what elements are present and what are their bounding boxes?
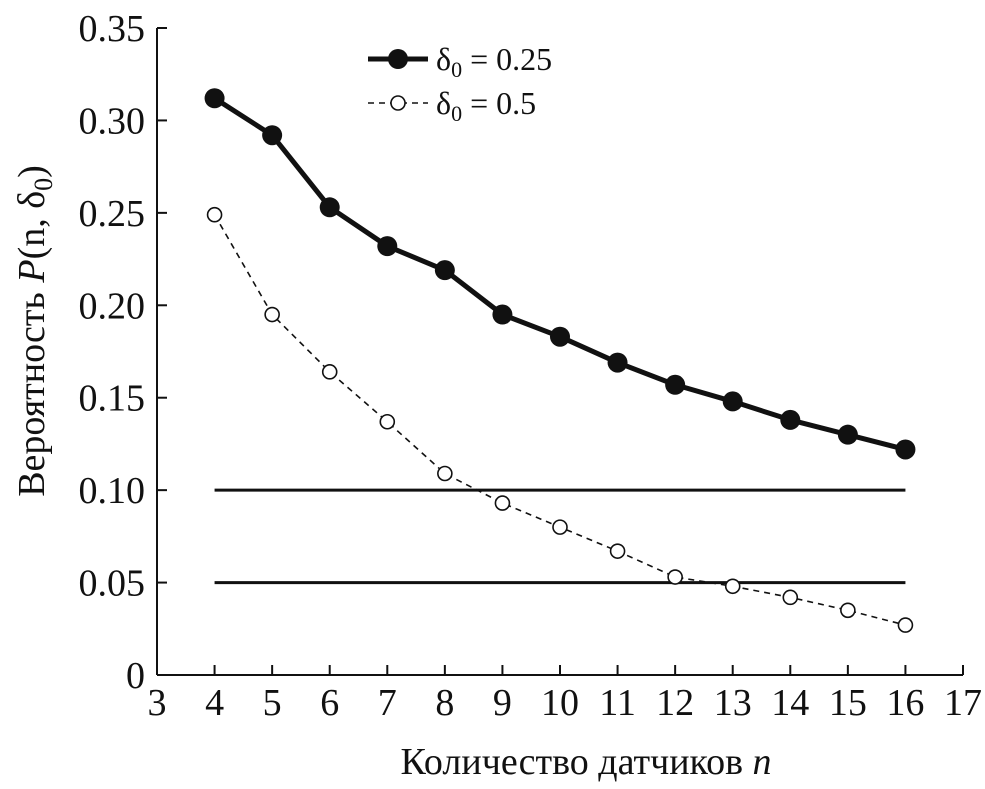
series-1-point — [550, 326, 570, 347]
x-tick-label: 12 — [656, 682, 694, 724]
x-tick-label: 11 — [599, 682, 636, 724]
legend-symbol-series-2: δ — [436, 85, 451, 121]
axes — [156, 28, 963, 676]
y-tick-label: 0 — [126, 655, 145, 697]
y-axis-title-prefix: Вероятность — [11, 283, 53, 497]
series-2-point — [724, 578, 741, 595]
series-layer — [204, 88, 916, 633]
series-2-point — [321, 364, 338, 380]
series-2-point — [782, 589, 799, 606]
series-2-point — [206, 206, 223, 223]
x-tick-label: 14 — [771, 682, 809, 724]
series-2-line — [213, 214, 906, 626]
series-2-point — [667, 569, 683, 585]
y-tick-label: 0.20 — [79, 285, 146, 327]
series-1-point — [492, 304, 513, 325]
series-1-point — [837, 424, 858, 445]
legend-symbol-series-1: δ — [436, 41, 451, 77]
y-tick-label: 0.05 — [79, 563, 146, 605]
x-tick-label: 13 — [714, 682, 752, 724]
legend-label-series-1: δ0 = 0.25 — [436, 41, 552, 82]
y-tick-label: 0.30 — [79, 100, 146, 142]
y-axis-title: Вероятность P(n, δ0) — [11, 165, 58, 497]
y-axis-title-sub: 0 — [29, 178, 58, 191]
series-2-point — [437, 465, 453, 482]
y-axis-title-close: ) — [11, 165, 53, 178]
x-tick-label: 5 — [263, 682, 282, 724]
legend-marker-series-2 — [390, 95, 406, 111]
reference-lines — [214, 488, 906, 585]
x-tick-label: 9 — [493, 682, 512, 724]
series-2-point — [840, 602, 856, 619]
x-axis-title-text: Количество датчиков — [400, 741, 743, 783]
series-1-point — [895, 439, 916, 460]
ticks: 0 0.05 0.10 0.15 0.20 0.25 0.30 0.35 3 4 5 6 7 8 9 10 11… — [79, 8, 983, 724]
legend-value-series-2: = 0.5 — [462, 85, 536, 121]
x-tick-label: 16 — [886, 682, 924, 724]
x-tick-label: 4 — [205, 682, 224, 724]
y-tick-label: 0.35 — [79, 8, 146, 50]
y-tick-label: 0.25 — [79, 193, 146, 235]
legend-label-series-2: δ0 = 0.5 — [436, 85, 536, 126]
legend-sub-series-1: 0 — [451, 57, 462, 82]
x-tick-label: 10 — [541, 682, 579, 724]
series-1-point — [607, 352, 628, 373]
x-tick-label: 7 — [378, 682, 397, 724]
legend: δ0 = 0.25 δ0 = 0.5 — [368, 41, 552, 126]
series-1-point — [262, 125, 283, 146]
series-1-point — [722, 391, 743, 412]
y-tick-label: 0.10 — [79, 470, 146, 512]
series-1-point — [204, 88, 225, 109]
x-axis-title: Количество датчиков n — [400, 741, 771, 783]
series-2-point — [264, 306, 280, 323]
x-tick-label: 6 — [320, 682, 339, 724]
legend-value-series-1: = 0.25 — [462, 41, 552, 77]
x-tick-label: 8 — [435, 682, 454, 724]
x-tick-label: 17 — [944, 682, 982, 724]
y-axis-title-args: (n, δ — [11, 191, 53, 260]
x-tick-label: 15 — [829, 682, 867, 724]
series-1-point — [665, 374, 686, 395]
series-2-point — [609, 543, 626, 559]
y-axis-title-func: P — [11, 259, 53, 283]
series-1-point — [434, 260, 455, 281]
series-1-point — [780, 409, 801, 430]
series-2-point — [379, 413, 396, 430]
series-2-point — [552, 519, 568, 535]
legend-marker-series-1 — [388, 49, 408, 69]
x-axis-title-var: n — [753, 741, 772, 783]
y-tick-label: 0.15 — [79, 378, 146, 420]
series-2-point — [897, 617, 914, 633]
x-tick-label: 3 — [148, 682, 167, 724]
series-1-point — [319, 197, 340, 218]
series-2-point — [494, 495, 511, 511]
series-1-line — [213, 96, 907, 452]
series-1-point — [377, 236, 398, 257]
legend-sub-series-2: 0 — [451, 101, 462, 126]
